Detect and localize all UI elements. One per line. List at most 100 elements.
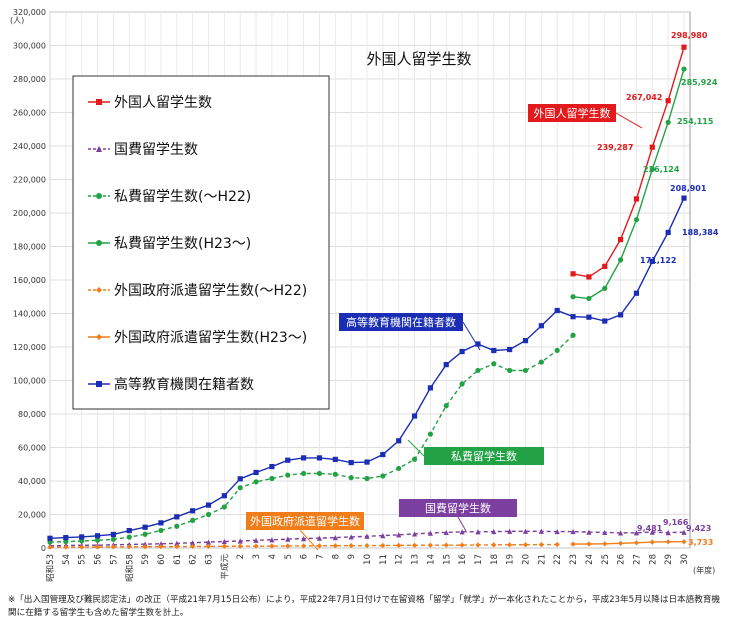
data-point	[475, 341, 481, 347]
x-tick-label: 4	[268, 554, 278, 559]
data-point	[301, 536, 307, 542]
data-label: 285,924	[681, 78, 718, 87]
data-point	[63, 535, 69, 541]
y-tick-label: 140,000	[13, 310, 46, 319]
data-point	[475, 529, 481, 535]
x-axis-unit: (年度)	[693, 565, 715, 575]
data-point	[475, 367, 481, 374]
chart-title: 外国人留学生数	[366, 50, 471, 68]
x-tick-label: 56	[94, 554, 104, 565]
data-point	[538, 359, 544, 365]
callout-label: 国費留学生数	[425, 501, 491, 515]
callout: 外国政府派遣留学生数	[246, 512, 364, 551]
data-point	[237, 538, 243, 544]
data-point	[158, 520, 164, 526]
data-point	[348, 459, 354, 466]
x-tick-label: 22	[553, 554, 563, 565]
data-point	[142, 524, 148, 530]
data-point	[459, 529, 465, 535]
callout: 高等教育機関在籍者数	[339, 313, 481, 351]
data-point	[221, 493, 227, 499]
data-point	[47, 535, 53, 541]
data-point	[618, 312, 624, 318]
callout: 私費留学生数	[407, 439, 544, 465]
data-label: 208,901	[670, 184, 707, 193]
y-tick-label: 80,000	[18, 410, 46, 419]
data-point	[174, 543, 180, 550]
data-point	[507, 346, 513, 353]
x-axis: 昭和53 54 55 56 57 昭和58 59 60 61 62 63 平成元 2 3 4 5 6 7 8 9 10 1…	[46, 554, 690, 582]
data-point	[665, 229, 671, 236]
data-point	[126, 527, 132, 534]
data-point	[47, 544, 53, 550]
y-tick-label: 260,000	[13, 109, 46, 118]
data-point	[586, 295, 592, 302]
data-point	[96, 381, 102, 387]
series-line	[572, 47, 685, 278]
data-point	[538, 528, 544, 534]
data-point	[633, 196, 640, 202]
data-point	[491, 361, 497, 367]
data-point	[649, 529, 655, 535]
legend-label: 高等教育機関在籍者数	[114, 376, 254, 393]
data-point	[602, 318, 608, 324]
x-tick-label: 12	[395, 554, 405, 565]
legend-label: 外国政府派遣留学生数(H23〜)	[114, 330, 307, 346]
x-tick-label: 2	[236, 554, 246, 559]
data-point	[253, 537, 259, 543]
legend-item: 外国人留学生数	[88, 95, 212, 111]
data-point	[665, 98, 671, 104]
data-labels: 298,980 267,042 239,287 285,924 254,115 226,1…	[597, 31, 719, 547]
data-point	[554, 541, 560, 548]
data-point	[301, 455, 307, 461]
data-point	[586, 529, 592, 535]
series-line	[49, 334, 574, 543]
data-point	[586, 314, 592, 320]
data-point	[427, 431, 433, 437]
legend-box	[72, 75, 330, 410]
data-point	[618, 236, 624, 243]
chart-series	[47, 44, 687, 550]
x-tick-label: 3	[252, 554, 262, 559]
series-6	[47, 195, 687, 541]
x-tick-label: 13	[411, 554, 421, 565]
y-tick-label: 60,000	[18, 444, 46, 453]
y-axis: 0 20,000 40,000 60,000 80,000 100,000 120,000 1…	[13, 8, 46, 553]
data-label: 171,122	[640, 256, 676, 265]
data-point	[570, 332, 576, 338]
data-point	[316, 455, 323, 461]
y-axis-unit: (人)	[10, 16, 24, 25]
data-point	[174, 540, 180, 546]
data-point	[110, 544, 116, 550]
data-point	[538, 542, 544, 548]
data-point	[491, 347, 497, 354]
data-point	[285, 457, 291, 463]
x-tick-label: 23	[569, 554, 579, 565]
data-point	[396, 465, 402, 472]
data-point	[522, 367, 529, 374]
x-tick-label: 20	[522, 554, 532, 565]
series-5	[570, 539, 687, 547]
data-point	[570, 294, 576, 300]
data-point	[63, 544, 69, 550]
x-tick-label: 55	[78, 554, 88, 565]
callout-box	[246, 512, 364, 530]
data-point	[96, 334, 102, 340]
data-point	[411, 531, 418, 537]
data-label: 3,733	[688, 538, 713, 547]
data-point	[602, 263, 608, 269]
data-point	[681, 44, 687, 50]
legend-label: 外国政府派遣留学生数(〜H22)	[114, 283, 307, 299]
data-point	[285, 536, 291, 542]
data-point	[332, 471, 338, 477]
x-tick-label: 62	[189, 554, 199, 565]
data-point	[332, 535, 338, 541]
data-point	[633, 290, 640, 296]
data-point	[633, 530, 640, 536]
data-point	[538, 323, 544, 329]
data-point	[316, 543, 323, 549]
data-point	[364, 542, 370, 549]
callout-leader	[457, 516, 467, 532]
data-point	[332, 543, 338, 549]
legend-item: 外国政府派遣留学生数(〜H22)	[88, 283, 307, 299]
